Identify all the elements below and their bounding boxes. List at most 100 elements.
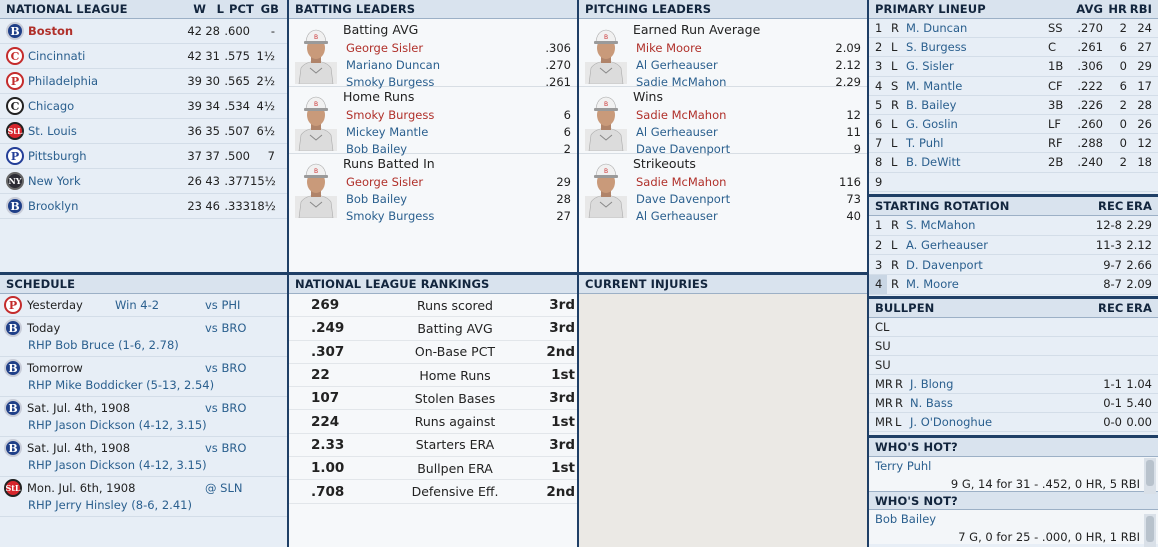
- schedule-game[interactable]: B Today vs BRO RHP Bob Bruce (1-6, 2.78): [0, 317, 287, 357]
- leader-row[interactable]: Sadie McMahon 2.29: [636, 74, 861, 90]
- leader-row[interactable]: Sadie McMahon 12: [636, 107, 861, 123]
- not-scroll-thumb[interactable]: [1146, 516, 1154, 542]
- probable-pitcher[interactable]: RHP Jason Dickson (4-12, 3.15): [28, 418, 207, 432]
- hot-player-name[interactable]: Terry Puhl: [875, 459, 932, 473]
- not-player-name[interactable]: Bob Bailey: [875, 512, 937, 526]
- schedule-game[interactable]: StL Mon. Jul. 6th, 1908 @ SLN RHP Jerry Hin…: [0, 477, 287, 517]
- bullpen-pitcher-name[interactable]: J. O'Donoghue: [910, 415, 993, 429]
- leader-row[interactable]: Smoky Burgess .261: [346, 74, 571, 90]
- lineup-player-name[interactable]: T. Puhl: [906, 136, 944, 151]
- leader-player-name[interactable]: Dave Davenport: [636, 192, 731, 206]
- leader-player-name[interactable]: Bob Bailey: [346, 142, 408, 156]
- leader-player-name[interactable]: George Sisler: [346, 175, 424, 189]
- lineup-player-name[interactable]: S. Burgess: [906, 40, 967, 55]
- bullpen-row[interactable]: MR L J. O'Donoghue 0-0 0.00: [869, 413, 1158, 432]
- standings-row[interactable]: B Boston 42 28 .600 -: [0, 19, 287, 44]
- leader-player-name[interactable]: Smoky Burgess: [346, 75, 435, 89]
- lineup-row[interactable]: 6 L G. Goslin LF .260 0 26: [869, 115, 1158, 135]
- schedule-opponent[interactable]: vs PHI: [205, 298, 241, 312]
- bullpen-row[interactable]: CL: [869, 318, 1158, 337]
- standings-row[interactable]: StL St. Louis 36 35 .507 6½: [0, 119, 287, 144]
- probable-pitcher[interactable]: RHP Jerry Hinsley (8-6, 2.41): [28, 498, 192, 512]
- schedule-opponent[interactable]: vs BRO: [205, 361, 247, 375]
- leader-player-name[interactable]: Sadie McMahon: [636, 75, 727, 89]
- bullpen-pitcher-name[interactable]: J. Blong: [910, 377, 954, 391]
- lineup-player-name[interactable]: M. Mantle: [906, 78, 963, 93]
- leader-player-name[interactable]: Mike Moore: [636, 41, 702, 55]
- leader-row[interactable]: George Sisler 29: [346, 174, 571, 190]
- not-scrollbar[interactable]: [1144, 514, 1156, 547]
- team-name[interactable]: Chicago: [28, 99, 75, 113]
- leader-player-name[interactable]: Bob Bailey: [346, 192, 408, 206]
- leader-row[interactable]: Smoky Burgess 27: [346, 208, 571, 224]
- rotation-pitcher-name[interactable]: M. Moore: [906, 277, 959, 292]
- leader-player-name[interactable]: Dave Davenport: [636, 142, 731, 156]
- team-name[interactable]: Brooklyn: [28, 199, 79, 213]
- lineup-row[interactable]: 5 R B. Bailey 3B .226 2 28: [869, 96, 1158, 115]
- lineup-row[interactable]: 4 S M. Mantle CF .222 6 17: [869, 77, 1158, 96]
- bullpen-row[interactable]: MR R J. Blong 1-1 1.04: [869, 375, 1158, 394]
- leader-row[interactable]: George Sisler .306: [346, 40, 571, 56]
- leader-player-name[interactable]: Sadie McMahon: [636, 175, 727, 189]
- team-name[interactable]: New York: [28, 174, 81, 188]
- schedule-game[interactable]: B Sat. Jul. 4th, 1908 vs BRO RHP Jason Dick…: [0, 437, 287, 477]
- bullpen-row[interactable]: SU: [869, 356, 1158, 375]
- team-name[interactable]: Cincinnati: [28, 49, 86, 63]
- lineup-row[interactable]: 8 L B. DeWitt 2B .240 2 18: [869, 153, 1158, 173]
- rotation-pitcher-name[interactable]: D. Davenport: [906, 257, 983, 272]
- probable-pitcher[interactable]: RHP Mike Boddicker (5-13, 2.54): [28, 378, 215, 392]
- rotation-pitcher-name[interactable]: S. McMahon: [906, 218, 976, 233]
- lineup-player-name[interactable]: M. Duncan: [906, 21, 968, 36]
- bullpen-row[interactable]: MR R N. Bass 0-1 5.40: [869, 394, 1158, 413]
- leader-player-name[interactable]: Smoky Burgess: [346, 108, 435, 122]
- team-name[interactable]: Pittsburgh: [28, 149, 87, 163]
- leader-player-name[interactable]: George Sisler: [346, 41, 424, 55]
- team-name[interactable]: St. Louis: [28, 124, 77, 138]
- leader-row[interactable]: Mickey Mantle 6: [346, 124, 571, 140]
- team-name[interactable]: Philadelphia: [28, 74, 99, 88]
- lineup-row[interactable]: 2 L S. Burgess C .261 6 27: [869, 38, 1158, 58]
- leader-row[interactable]: Mike Moore 2.09: [636, 40, 861, 56]
- rotation-row[interactable]: 4 R M. Moore 8-7 2.09: [869, 275, 1158, 295]
- leader-row[interactable]: Smoky Burgess 6: [346, 107, 571, 123]
- probable-pitcher[interactable]: RHP Bob Bruce (1-6, 2.78): [28, 338, 179, 352]
- hot-scroll-thumb[interactable]: [1146, 460, 1154, 486]
- lineup-player-name[interactable]: B. DeWitt: [906, 155, 961, 170]
- rotation-pitcher-name[interactable]: A. Gerheauser: [906, 238, 988, 253]
- leader-player-name[interactable]: Al Gerheauser: [636, 125, 718, 139]
- leader-row[interactable]: Dave Davenport 9: [636, 141, 861, 157]
- leader-player-name[interactable]: Al Gerheauser: [636, 209, 718, 223]
- leader-player-name[interactable]: Mickey Mantle: [346, 125, 429, 139]
- leader-player-name[interactable]: Al Gerheauser: [636, 58, 718, 72]
- bullpen-pitcher-name[interactable]: N. Bass: [910, 396, 953, 410]
- standings-row[interactable]: C Cincinnati 42 31 .575 1½: [0, 44, 287, 69]
- leader-row[interactable]: Dave Davenport 73: [636, 191, 861, 207]
- rotation-row[interactable]: 3 R D. Davenport 9-7 2.66: [869, 255, 1158, 276]
- leader-player-name[interactable]: Sadie McMahon: [636, 108, 727, 122]
- hot-scrollbar[interactable]: [1144, 458, 1156, 494]
- leader-row[interactable]: Sadie McMahon 116: [636, 174, 861, 190]
- lineup-player-name[interactable]: B. Bailey: [906, 97, 957, 112]
- schedule-opponent[interactable]: vs BRO: [205, 321, 247, 335]
- schedule-result[interactable]: Win 4-2: [115, 298, 160, 312]
- probable-pitcher[interactable]: RHP Jason Dickson (4-12, 3.15): [28, 458, 207, 472]
- leader-player-name[interactable]: Smoky Burgess: [346, 209, 435, 223]
- standings-row[interactable]: P Pittsburgh 37 37 .500 7: [0, 144, 287, 169]
- lineup-row[interactable]: 1 R M. Duncan SS .270 2 24: [869, 19, 1158, 39]
- rotation-row[interactable]: 1 R S. McMahon 12-8 2.29: [869, 216, 1158, 236]
- standings-row[interactable]: NY New York 26 43 .377 15½: [0, 169, 287, 194]
- schedule-opponent[interactable]: vs BRO: [205, 401, 247, 415]
- standings-row[interactable]: B Brooklyn 23 46 .333 18½: [0, 194, 287, 219]
- leader-row[interactable]: Al Gerheauser 2.12: [636, 57, 861, 73]
- schedule-game[interactable]: B Tomorrow vs BRO RHP Mike Boddicker (5-13,…: [0, 357, 287, 397]
- lineup-row[interactable]: 9: [869, 173, 1158, 192]
- lineup-row[interactable]: 7 L T. Puhl RF .288 0 12: [869, 134, 1158, 154]
- standings-row[interactable]: P Philadelphia 39 30 .565 2½: [0, 69, 287, 94]
- schedule-opponent[interactable]: vs BRO: [205, 441, 247, 455]
- lineup-player-name[interactable]: G. Goslin: [906, 117, 958, 132]
- lineup-row[interactable]: 3 L G. Sisler 1B .306 0 29: [869, 57, 1158, 77]
- schedule-opponent[interactable]: @ SLN: [205, 481, 243, 495]
- leader-player-name[interactable]: Mariano Duncan: [346, 58, 441, 72]
- leader-row[interactable]: Bob Bailey 28: [346, 191, 571, 207]
- leader-row[interactable]: Al Gerheauser 40: [636, 208, 861, 224]
